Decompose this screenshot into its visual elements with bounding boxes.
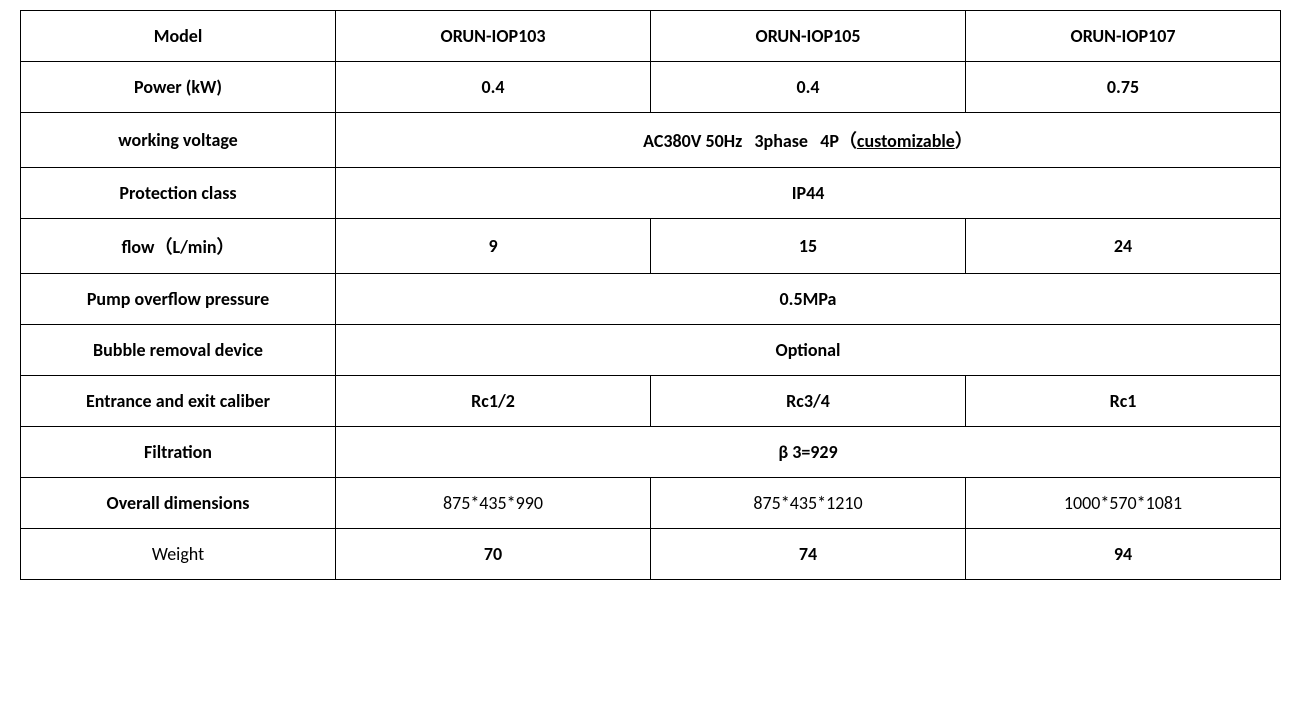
data-cell: 70 [336,529,651,580]
data-cell: 15 [651,219,966,274]
data-cell: 74 [651,529,966,580]
merged-cell: IP44 [336,168,1281,219]
header-col2: ORUN-IOP105 [651,11,966,62]
data-cell: 24 [966,219,1281,274]
row-label: Bubble removal device [21,325,336,376]
data-cell: 875*435*1210 [651,478,966,529]
data-cell: 0.4 [336,62,651,113]
data-cell: 0.4 [651,62,966,113]
table-row: Power (kW)0.40.40.75 [21,62,1281,113]
merged-text-suffix: ） [955,130,973,152]
merged-text-prefix: AC380V 50Hz 3phase 4P（ [643,130,857,152]
table-row: Filtrationβ 3=929 [21,427,1281,478]
table-body: Power (kW)0.40.40.75working voltageAC380… [21,62,1281,580]
merged-cell: Optional [336,325,1281,376]
table-row: Pump overflow pressure0.5MPa [21,274,1281,325]
table-row: Overall dimensions875*435*990875*435*121… [21,478,1281,529]
data-cell: 9 [336,219,651,274]
row-label: Pump overflow pressure [21,274,336,325]
table-row: Protection classIP44 [21,168,1281,219]
data-cell: 1000*570*1081 [966,478,1281,529]
data-cell: 875*435*990 [336,478,651,529]
merged-text-underline: customizable [857,130,955,152]
data-cell: Rc1 [966,376,1281,427]
row-label: Entrance and exit caliber [21,376,336,427]
spec-table: Model ORUN-IOP103 ORUN-IOP105 ORUN-IOP10… [20,10,1281,580]
table-row: Entrance and exit caliberRc1/2Rc3/4Rc1 [21,376,1281,427]
table-row: working voltageAC380V 50Hz 3phase 4P（cus… [21,113,1281,168]
header-col3: ORUN-IOP107 [966,11,1281,62]
merged-cell: β 3=929 [336,427,1281,478]
row-label: Weight [21,529,336,580]
merged-cell: 0.5MPa [336,274,1281,325]
row-label: Overall dimensions [21,478,336,529]
table-row: flow（L/min）91524 [21,219,1281,274]
data-cell: 94 [966,529,1281,580]
row-label: Filtration [21,427,336,478]
merged-cell: AC380V 50Hz 3phase 4P（customizable） [336,113,1281,168]
header-model: Model [21,11,336,62]
row-label: Protection class [21,168,336,219]
table-row: Weight707494 [21,529,1281,580]
data-cell: 0.75 [966,62,1281,113]
data-cell: Rc1/2 [336,376,651,427]
row-label: flow（L/min） [21,219,336,274]
data-cell: Rc3/4 [651,376,966,427]
table-row: Bubble removal deviceOptional [21,325,1281,376]
row-label: working voltage [21,113,336,168]
header-col1: ORUN-IOP103 [336,11,651,62]
row-label: Power (kW) [21,62,336,113]
table-header-row: Model ORUN-IOP103 ORUN-IOP105 ORUN-IOP10… [21,11,1281,62]
